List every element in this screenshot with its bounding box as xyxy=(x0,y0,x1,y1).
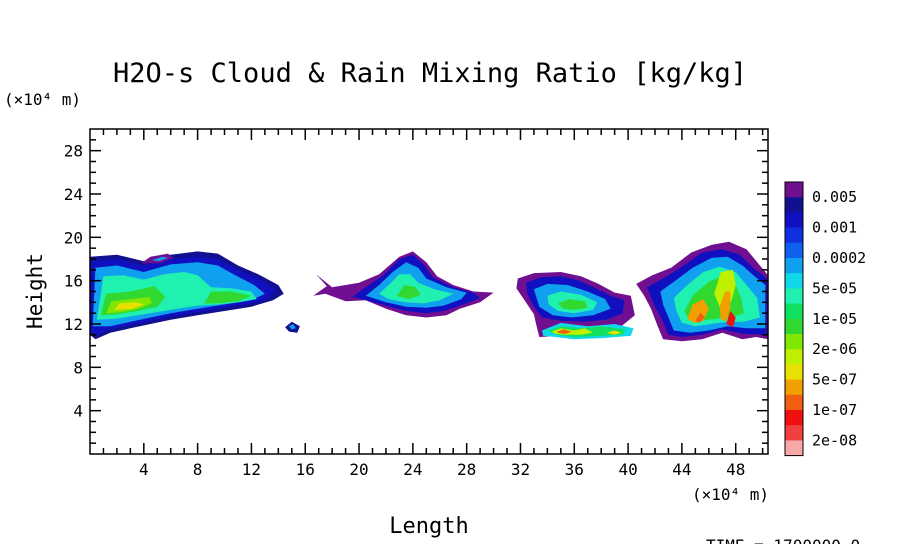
y-tick-label: 8 xyxy=(73,358,83,377)
colorbar-swatch xyxy=(785,394,803,411)
colorbar-label: 1e-07 xyxy=(812,401,857,419)
colorbar-swatch xyxy=(785,425,803,441)
cloud-east-contour-4 xyxy=(558,299,588,310)
x-tick-label: 24 xyxy=(403,460,422,479)
colorbar-swatch xyxy=(785,212,803,228)
cloud-middle-contour-4 xyxy=(396,285,421,300)
colorbar-swatch xyxy=(785,303,803,320)
chart-title: H2O-s Cloud & Rain Mixing Ratio [kg/kg] xyxy=(113,58,747,89)
cloud-east xyxy=(516,272,635,337)
colorbar-swatch xyxy=(785,288,803,304)
x-tick-label: 28 xyxy=(457,460,476,479)
colorbar-swatch xyxy=(785,182,803,198)
cloud-west-contour-7 xyxy=(114,302,144,310)
colorbar-swatch xyxy=(785,349,803,365)
cloud-far-east-contour-9 xyxy=(695,312,705,323)
colorbar-label: 5e-05 xyxy=(812,279,857,297)
colorbar-swatch xyxy=(785,440,803,456)
x-tick-label: 48 xyxy=(726,460,745,479)
x-tick-label: 36 xyxy=(565,460,584,479)
y-axis-label: Height xyxy=(23,253,47,329)
colorbar-swatch xyxy=(785,410,803,426)
y-tick-label: 4 xyxy=(73,402,83,421)
cloud-far-east-contour-8 xyxy=(726,311,736,328)
colorbar-label: 5e-07 xyxy=(812,371,857,389)
x-tick-label: 32 xyxy=(511,460,530,479)
x-axis-label: Length xyxy=(389,514,468,539)
plot-area xyxy=(90,241,768,342)
x-tick-label: 40 xyxy=(618,460,637,479)
cloud-small xyxy=(285,321,300,333)
cloud-middle xyxy=(313,251,494,318)
colorbar-swatch xyxy=(785,258,803,274)
x-tick-label: 20 xyxy=(349,460,368,479)
colorbar-swatch xyxy=(785,227,803,244)
y-tick-label: 16 xyxy=(64,272,83,291)
cloud-streak xyxy=(141,253,174,264)
colorbar-swatch xyxy=(785,197,803,213)
cloud-far-east xyxy=(636,241,768,342)
colorbar-label: 2e-08 xyxy=(812,431,857,449)
colorbar-swatch xyxy=(785,379,803,396)
colorbar-swatch xyxy=(785,334,803,350)
colorbar-label: 0.0002 xyxy=(812,249,866,267)
rain-band-east-contour-3 xyxy=(556,329,572,334)
rain-band-east xyxy=(542,322,634,340)
colorbar-swatch xyxy=(785,364,803,380)
colorbar-swatch xyxy=(785,242,803,259)
cloud-west xyxy=(90,251,284,340)
colorbar-label: 0.001 xyxy=(812,219,857,237)
y-unit-label: (×10⁴ m) xyxy=(4,90,81,109)
y-tick-label: 28 xyxy=(64,142,83,161)
x-tick-label: 16 xyxy=(296,460,315,479)
cloud-small-contour-1 xyxy=(289,324,296,330)
colorbar-frame xyxy=(784,181,804,457)
colorbar: 0.005 0.001 0.0002 5e-05 1e-05 2e-06 5e-07 1e-0… xyxy=(784,181,866,457)
cloud-far-east-contour-5 xyxy=(714,269,736,309)
cloud-streak-contour-1 xyxy=(151,256,168,262)
y-tick-label: 24 xyxy=(64,185,83,204)
colorbar-label: 1e-05 xyxy=(812,310,857,328)
x-tick-label: 8 xyxy=(193,460,203,479)
x-unit-label: (×10⁴ m) xyxy=(692,485,769,504)
x-tick-label: 4 xyxy=(139,460,149,479)
colorbar-label: 0.005 xyxy=(812,188,857,206)
colorbar-label: 2e-06 xyxy=(812,340,857,358)
rain-band-east-contour-4 xyxy=(606,330,622,335)
y-tick-label: 20 xyxy=(64,228,83,247)
y-tick-label: 12 xyxy=(64,315,83,334)
colorbar-swatch xyxy=(785,318,803,335)
colorbar-swatch xyxy=(785,273,803,289)
cloud-far-east-contour-7 xyxy=(719,291,731,321)
cloud-west-contour-5 xyxy=(204,291,252,304)
time-footer: TIME = 1700000.0 xyxy=(706,536,860,544)
x-tick-label: 44 xyxy=(672,460,691,479)
x-tick-label: 12 xyxy=(242,460,261,479)
